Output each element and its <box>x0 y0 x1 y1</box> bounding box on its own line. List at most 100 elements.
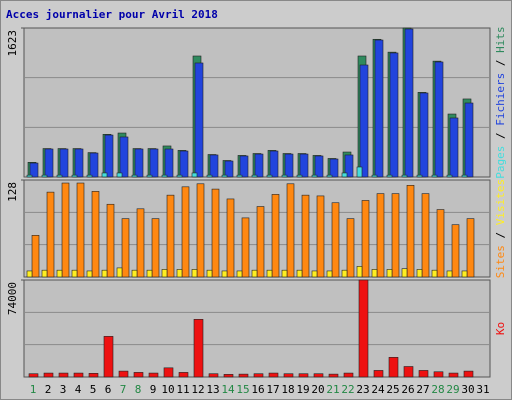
bar <box>266 174 273 178</box>
bar <box>421 193 430 278</box>
bar <box>148 372 159 378</box>
bar <box>329 158 339 178</box>
bar <box>178 372 189 378</box>
x-tick-label: 29 <box>446 383 459 396</box>
bar <box>283 373 294 378</box>
bar <box>26 270 33 278</box>
bar <box>418 370 429 378</box>
bar <box>86 270 93 278</box>
x-tick-label: 9 <box>150 383 157 396</box>
bar <box>296 269 303 278</box>
bar <box>43 372 54 378</box>
bar <box>311 270 318 278</box>
bar <box>388 357 399 378</box>
x-tick-label: 26 <box>401 383 414 396</box>
bar <box>116 267 123 278</box>
bar <box>101 269 108 278</box>
x-tick-label: 2 <box>45 383 52 396</box>
bar <box>88 373 99 378</box>
bar <box>104 134 114 178</box>
bar <box>221 270 228 278</box>
bar <box>89 152 99 178</box>
bar <box>341 172 348 178</box>
bar <box>163 367 174 378</box>
bar <box>74 148 84 178</box>
bar <box>106 203 115 278</box>
bar <box>313 373 324 378</box>
bar <box>161 174 168 178</box>
bar <box>191 172 198 178</box>
bar <box>268 372 279 378</box>
x-tick-label: 23 <box>356 383 369 396</box>
bar <box>241 217 250 278</box>
bar <box>446 270 453 278</box>
legend: Ko <box>494 322 507 335</box>
bar <box>449 117 459 178</box>
bar <box>86 174 93 178</box>
bar <box>211 188 220 278</box>
bar <box>436 209 445 278</box>
legend-separator: / <box>494 225 507 245</box>
chart-title: Acces journalier pour Avril 2018 <box>6 8 218 21</box>
bar <box>71 269 78 278</box>
x-tick-label: 30 <box>461 383 474 396</box>
bar <box>271 194 280 278</box>
bar <box>341 269 348 278</box>
bar <box>133 372 144 378</box>
x-tick-label: 17 <box>266 383 279 396</box>
bar <box>41 269 48 278</box>
legend: Sites / Visites <box>494 179 507 278</box>
bar <box>254 153 264 178</box>
x-tick-label: 5 <box>90 383 97 396</box>
bar <box>193 319 204 378</box>
x-tick-label: 31 <box>476 383 489 396</box>
bar <box>356 266 363 278</box>
bar <box>223 374 234 378</box>
x-tick-label: 12 <box>191 383 204 396</box>
bar <box>461 270 468 278</box>
bar <box>416 269 423 278</box>
bar <box>451 224 460 278</box>
bar <box>374 39 384 178</box>
bar <box>71 174 78 178</box>
bar <box>361 200 370 278</box>
bar <box>326 270 333 278</box>
bar <box>116 172 123 178</box>
bar <box>76 182 85 278</box>
bar <box>91 191 100 278</box>
bar <box>446 174 453 178</box>
bar <box>391 193 400 278</box>
bar <box>281 269 288 278</box>
bar <box>209 154 219 178</box>
y-tick-label: 74000 <box>6 282 19 315</box>
bar <box>181 186 190 278</box>
bar <box>59 148 69 178</box>
x-tick-label: 16 <box>251 383 264 396</box>
bar <box>419 92 429 178</box>
bar <box>44 148 54 178</box>
x-tick-label: 18 <box>281 383 294 396</box>
bar <box>296 174 303 178</box>
bar <box>311 174 318 178</box>
bar <box>119 136 129 178</box>
bar <box>251 269 258 278</box>
bar <box>416 174 423 178</box>
bar <box>101 172 108 178</box>
bar <box>431 174 438 178</box>
bar <box>401 174 408 178</box>
bar <box>26 174 33 178</box>
y-tick-label: 1623 <box>6 30 19 57</box>
x-tick-label: 27 <box>416 383 429 396</box>
bar <box>176 269 183 278</box>
bar <box>389 52 399 178</box>
x-tick-label: 13 <box>206 383 219 396</box>
bar <box>166 194 175 278</box>
legend-entry: Hits <box>494 26 507 53</box>
bar <box>194 62 204 178</box>
bar <box>376 193 385 278</box>
bar <box>239 155 249 178</box>
bar <box>28 373 39 378</box>
x-tick-label: 4 <box>75 383 82 396</box>
bar <box>58 372 69 378</box>
